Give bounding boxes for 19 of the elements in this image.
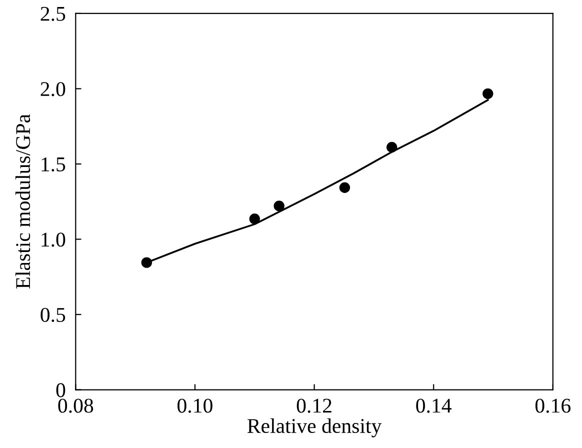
point	[141, 257, 152, 268]
point	[482, 88, 494, 100]
y-tick-label: 1.0	[42, 232, 66, 247]
x-tick-label: 0.08	[58, 398, 94, 413]
point	[386, 142, 398, 153]
x-tick-label: 0.12	[296, 398, 332, 413]
x-axis-title: Relative density	[247, 418, 382, 438]
point	[274, 200, 284, 212]
y-tick-label: 1.5	[42, 157, 66, 172]
y-tick-label: 2.0	[40, 82, 66, 96]
y-tick-label: 2.5	[40, 6, 66, 21]
y-tick-label: 0	[56, 383, 66, 398]
point	[249, 214, 260, 224]
x-tick-label: 0.14	[416, 398, 452, 413]
point	[339, 182, 350, 193]
y-tick-label: 0.5	[40, 308, 66, 322]
y-axis-title: Elastic modulus/GPa	[15, 114, 30, 289]
x-tick-label: 0.16	[535, 398, 571, 413]
x-tick-label: 0.10	[178, 398, 212, 413]
